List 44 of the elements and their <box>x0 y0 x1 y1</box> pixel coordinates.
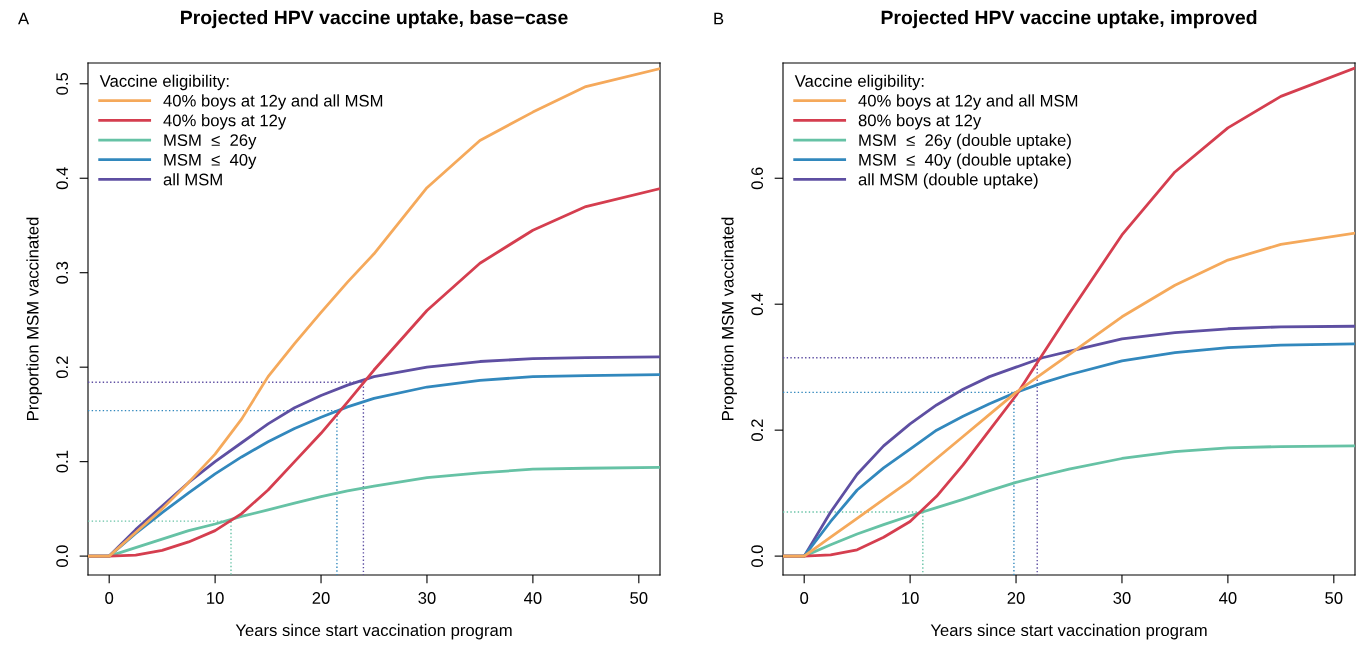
y-tick-label: 0.4 <box>751 293 764 316</box>
x-tick-label: 40 <box>1219 592 1237 604</box>
y-axis-title: Proportion MSM vaccinated <box>721 217 737 420</box>
x-tick-label: 30 <box>1113 592 1131 604</box>
legend-label: 80% boys at 12y <box>858 114 982 130</box>
text: B <box>714 12 724 25</box>
legend-title: Vaccine eligibility: <box>99 74 229 91</box>
y-tick-label: 0.4 <box>56 167 69 190</box>
line-series <box>783 231 1355 558</box>
y-tick-label: 0.0 <box>751 545 764 568</box>
x-tick-label: 50 <box>630 592 648 604</box>
legend-label: all MSM <box>163 173 222 186</box>
x-tick-label: 40 <box>524 592 542 604</box>
x-tick-label: 10 <box>902 592 919 604</box>
y-tick-label: 0.2 <box>56 356 69 379</box>
x-tick-label: 20 <box>312 592 330 604</box>
x-tick-label: 10 <box>207 592 224 604</box>
legend-label: 40% boys at 12y <box>163 114 287 130</box>
x-tick-label: 50 <box>1325 592 1343 604</box>
y-tick-label: 0.2 <box>751 419 764 442</box>
legend-label: MSM ≤ 40y <box>164 153 257 170</box>
x-tick-label: 30 <box>418 592 436 604</box>
legend-title: Vaccine eligibility: <box>794 74 924 91</box>
legend-label: all MSM (double uptake) <box>858 173 1038 189</box>
chart-title: Projected HPV vaccine uptake, base−case <box>181 10 568 29</box>
legend-label: MSM ≤ 40y (double uptake) <box>859 153 1071 170</box>
y-axis-title: Proportion MSM vaccinated <box>26 217 42 420</box>
y-tick-label: 0.1 <box>56 450 69 473</box>
x-axis-title: Years since start vaccination program <box>235 623 512 640</box>
y-tick-label: 0.5 <box>56 72 69 95</box>
chart-title: Projected HPV vaccine uptake, improved <box>881 10 1257 29</box>
legend-label: 40% boys at 12y and all MSM <box>858 94 1078 110</box>
y-tick-label: 0.3 <box>56 261 69 284</box>
legend-label: MSM ≤ 26y (double uptake) <box>859 133 1071 150</box>
x-axis-title: Years since start vaccination program <box>930 623 1207 640</box>
legend-label: 40% boys at 12y and all MSM <box>163 94 383 110</box>
legend-label: MSM ≤ 26y <box>164 134 257 150</box>
x-tick-label: 0 <box>105 592 114 604</box>
y-tick-label: 0.6 <box>751 167 764 190</box>
y-tick-label: 0.0 <box>56 545 69 568</box>
x-tick-label: 20 <box>1007 592 1025 604</box>
text: A <box>18 12 30 25</box>
x-tick-label: 0 <box>800 592 809 604</box>
line-series <box>88 67 660 558</box>
